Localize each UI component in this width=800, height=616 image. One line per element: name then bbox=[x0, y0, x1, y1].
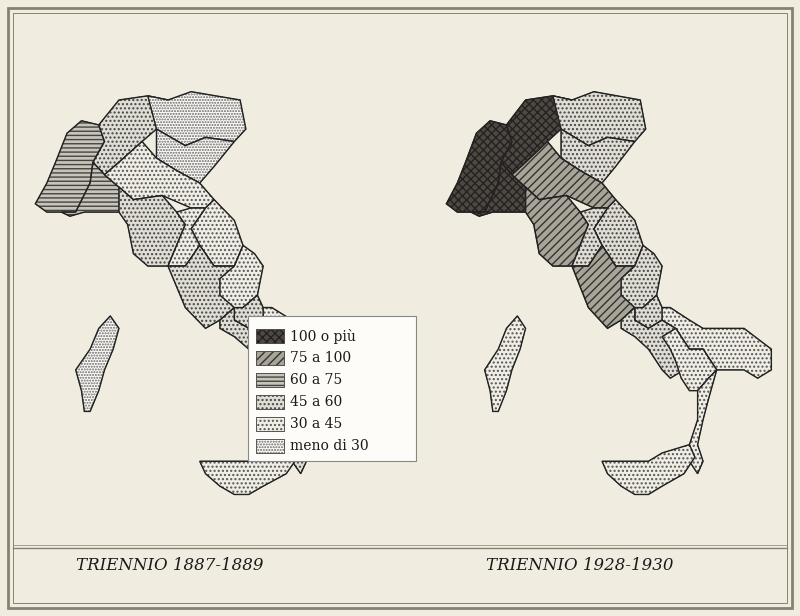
Polygon shape bbox=[220, 245, 263, 307]
Text: TRIENNIO 1887-1889: TRIENNIO 1887-1889 bbox=[76, 557, 264, 575]
Polygon shape bbox=[635, 295, 670, 328]
Polygon shape bbox=[602, 445, 695, 495]
Polygon shape bbox=[292, 370, 321, 474]
Text: meno di 30: meno di 30 bbox=[290, 439, 369, 453]
Polygon shape bbox=[621, 245, 662, 307]
Polygon shape bbox=[485, 316, 526, 411]
Bar bbox=[256, 329, 284, 343]
Polygon shape bbox=[191, 200, 243, 266]
Polygon shape bbox=[62, 162, 134, 216]
Text: 45 a 60: 45 a 60 bbox=[290, 395, 342, 409]
Polygon shape bbox=[93, 96, 168, 175]
Polygon shape bbox=[553, 92, 646, 145]
Polygon shape bbox=[572, 245, 643, 328]
Bar bbox=[248, 316, 416, 461]
Polygon shape bbox=[200, 445, 298, 495]
Text: 75 a 100: 75 a 100 bbox=[290, 351, 351, 365]
Polygon shape bbox=[561, 129, 635, 183]
Bar bbox=[256, 351, 284, 365]
Polygon shape bbox=[263, 307, 378, 378]
Polygon shape bbox=[168, 208, 206, 266]
Bar bbox=[256, 439, 284, 453]
Bar bbox=[256, 395, 284, 409]
Text: 60 a 75: 60 a 75 bbox=[290, 373, 342, 387]
Text: 100 o più: 100 o più bbox=[290, 328, 356, 344]
Polygon shape bbox=[148, 92, 246, 145]
Polygon shape bbox=[501, 96, 572, 175]
Polygon shape bbox=[234, 295, 272, 328]
Polygon shape bbox=[105, 142, 214, 208]
Polygon shape bbox=[157, 129, 234, 183]
Polygon shape bbox=[662, 328, 717, 391]
Polygon shape bbox=[594, 200, 643, 266]
Polygon shape bbox=[471, 162, 539, 216]
Polygon shape bbox=[168, 245, 243, 328]
Bar bbox=[256, 417, 284, 431]
Polygon shape bbox=[446, 121, 512, 212]
Polygon shape bbox=[526, 187, 588, 266]
Polygon shape bbox=[76, 316, 119, 411]
Polygon shape bbox=[263, 328, 321, 391]
Polygon shape bbox=[119, 187, 186, 266]
Text: 30 a 45: 30 a 45 bbox=[290, 417, 342, 431]
Polygon shape bbox=[621, 307, 690, 378]
Polygon shape bbox=[35, 121, 105, 212]
Polygon shape bbox=[662, 307, 771, 378]
Bar bbox=[256, 373, 284, 387]
Bar bbox=[256, 439, 284, 453]
Bar bbox=[256, 329, 284, 343]
Bar bbox=[256, 373, 284, 387]
Bar bbox=[256, 395, 284, 409]
Polygon shape bbox=[690, 370, 717, 474]
Text: TRIENNIO 1928-1930: TRIENNIO 1928-1930 bbox=[486, 557, 674, 575]
Bar bbox=[256, 351, 284, 365]
Polygon shape bbox=[220, 307, 292, 378]
Polygon shape bbox=[512, 142, 616, 208]
Polygon shape bbox=[572, 208, 607, 266]
Bar bbox=[256, 417, 284, 431]
